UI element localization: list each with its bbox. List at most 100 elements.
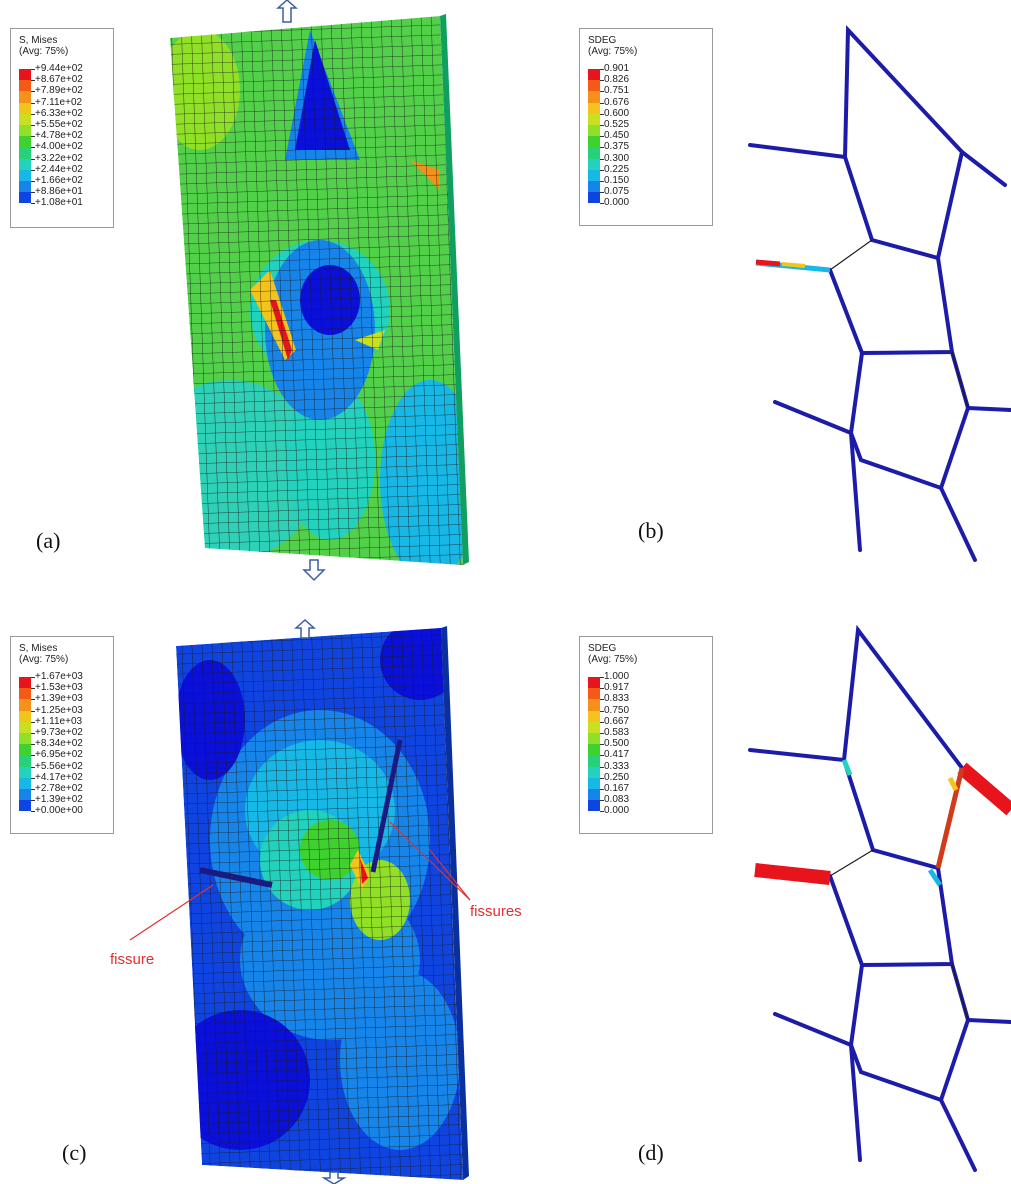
legend-swatch: [19, 677, 31, 689]
legend-value: 0.751: [604, 85, 630, 97]
legend-value: 0.075: [604, 186, 630, 198]
load-arrow-up-icon: [294, 618, 316, 639]
legend-swatch: [19, 766, 31, 778]
legend-value: 0.167: [604, 783, 630, 794]
legend-value: +2.78e+02: [35, 783, 83, 794]
legend-value: +8.67e+02: [35, 74, 83, 86]
legend-tick: [600, 69, 604, 70]
legend-value: +1.66e+02: [35, 175, 83, 186]
legend-tick: [31, 102, 35, 104]
legend-swatch: [19, 136, 31, 148]
legend-tick: [31, 710, 35, 712]
legend-value: 0.917: [604, 682, 630, 694]
legend-value: +8.34e+02: [35, 738, 83, 750]
legend-value: +8.86e+01: [35, 186, 83, 198]
legend-swatch: [19, 688, 31, 700]
legend-value: 0.150: [604, 175, 630, 186]
legend-value: 0.250: [604, 771, 630, 783]
fissure-line: [199, 867, 273, 888]
legend-tick: [31, 113, 35, 115]
legend-tick: [31, 789, 35, 790]
legend-tick: [31, 755, 35, 757]
legend-swatch: [588, 721, 600, 733]
load-arrow-up-icon: [276, 0, 298, 23]
legend-value: +1.25e+03: [35, 704, 83, 716]
legend-swatch: [588, 136, 600, 148]
legend-value: 0.583: [604, 727, 630, 738]
legend-swatch: [588, 192, 600, 204]
legend-tick: [600, 136, 604, 138]
legend-value: 0.833: [604, 693, 630, 705]
legend-tick: [31, 699, 35, 701]
legend-value: +9.44e+02: [35, 63, 83, 74]
legend-value: 0.600: [604, 107, 630, 119]
legend-d: SDEG (Avg: 75%) 1.000 0.917 0.833 0.750 0.66…: [579, 636, 713, 834]
panel-label-c: (c): [62, 1140, 87, 1165]
legend-value: +2.44e+02: [35, 163, 83, 175]
legend-value: 0.826: [604, 74, 630, 86]
legend-swatch: [19, 744, 31, 756]
legend-swatch: [19, 91, 31, 103]
panel-label-b: (b): [638, 518, 664, 543]
legend-tick: [31, 91, 35, 93]
legend-tick: [31, 721, 35, 723]
legend-title: SDEG (Avg: 75%): [588, 35, 638, 57]
panel-a: S, Mises (Avg: 75%) +9.44e+02 +8.67e+02 +7…: [0, 0, 490, 582]
legend-tick: [600, 113, 604, 115]
annotation-arrow: [389, 821, 471, 901]
legend-tick: [31, 800, 35, 802]
legend-value: 0.750: [604, 704, 630, 716]
legend-swatch: [588, 181, 600, 193]
legend-swatch: [19, 69, 31, 81]
legend-tick: [600, 710, 604, 712]
legend-tick: [31, 744, 35, 746]
legend-value: 0.500: [604, 738, 630, 750]
legend-swatch: [588, 125, 600, 137]
legend-value: +5.56e+02: [35, 760, 83, 772]
legend-value: +0.00e+00: [35, 805, 83, 817]
legend-swatch: [588, 80, 600, 92]
legend-swatch: [19, 102, 31, 114]
legend-a: S, Mises (Avg: 75%) +9.44e+02 +8.67e+02 +7…: [10, 28, 114, 228]
legend-value: +4.00e+02: [35, 141, 83, 153]
load-arrow-down-icon: [302, 559, 326, 582]
legend-swatch: [19, 733, 31, 745]
legend-value: +1.39e+03: [35, 693, 83, 705]
legend-swatch: [19, 169, 31, 181]
legend-value: +3.22e+02: [35, 152, 83, 164]
legend-tick: [600, 91, 604, 93]
legend-tick: [31, 158, 35, 160]
legend-tick: [600, 147, 604, 149]
legend-swatch: [588, 69, 600, 81]
legend-tick: [31, 181, 35, 182]
legend-value: 0.083: [604, 794, 630, 806]
legend-swatch: [19, 721, 31, 733]
legend-tick: [31, 811, 35, 813]
legend-tick: [600, 192, 604, 194]
legend-tick: [31, 69, 35, 70]
annotation-fissures: fissures: [470, 903, 522, 920]
legend-swatch: [19, 800, 31, 812]
legend-value: 0.901: [604, 63, 630, 74]
legend-tick: [600, 811, 604, 813]
legend-swatch: [588, 744, 600, 756]
panel-c: S, Mises (Avg: 75%) +1.67e+03 +1.53e+03 +1…: [0, 600, 522, 1184]
legend-value: +7.11e+02: [35, 96, 83, 108]
legend-tick: [31, 136, 35, 138]
legend-value: +1.39e+02: [35, 794, 83, 806]
panel-label-d: (d): [638, 1140, 664, 1165]
legend-tick: [600, 777, 604, 779]
grain-boundary-network-b: [748, 25, 1011, 562]
legend-tick: [31, 147, 35, 149]
legend-value: +6.33e+02: [35, 107, 83, 119]
legend-value: +4.17e+02: [35, 771, 83, 783]
legend-tick: [600, 80, 604, 82]
legend-tick: [600, 203, 604, 205]
legend-tick: [31, 125, 35, 126]
annotation-arrow: [428, 848, 471, 901]
panel-b: SDEG (Avg: 75%) 0.901 0.826 0.751 0.676 0.60…: [520, 0, 1011, 580]
legend-swatch: [19, 777, 31, 789]
legend-swatch: [588, 147, 600, 159]
legend-swatch: [19, 755, 31, 767]
legend-swatch: [588, 113, 600, 125]
